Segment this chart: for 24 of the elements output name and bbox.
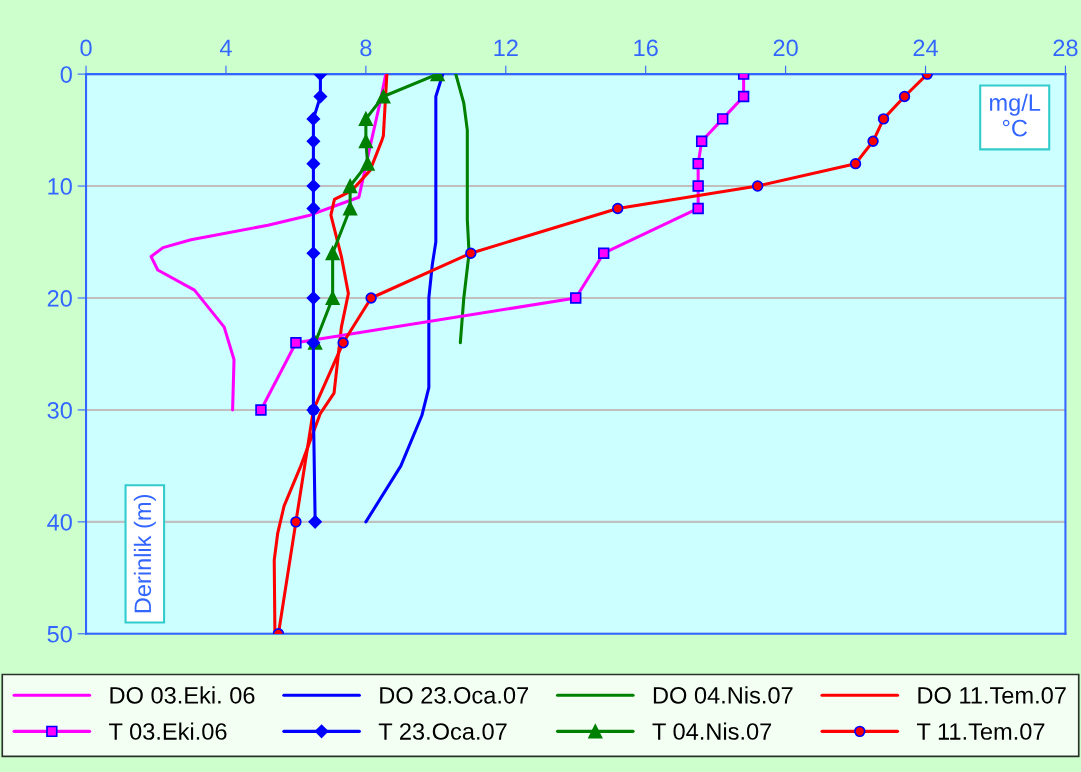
y-tick-label: 10 <box>48 178 72 195</box>
legend-label: T 11.Tem.07 <box>916 723 1045 740</box>
y-axis-title: Derinlik (m) <box>133 495 156 613</box>
x-axis-title: mg/L °C <box>990 93 1041 137</box>
legend-label: T 04.Nis.07 <box>652 722 772 740</box>
x-tick-label: 12 <box>494 39 518 57</box>
legend-label: DO 23.Oca.07 <box>380 686 529 704</box>
legend-label: T 03.Eki.06 <box>109 722 227 740</box>
x-tick-label: 8 <box>360 39 372 57</box>
y-tick-label: 40 <box>47 513 72 531</box>
x-tick-label: 20 <box>773 39 798 57</box>
y-tick-label: 0 <box>60 66 72 83</box>
legend-label: DO 11.Tem.07 <box>918 686 1066 704</box>
legend-label: T 23.Oca.07 <box>378 723 507 740</box>
x-tick-label: 16 <box>634 39 658 57</box>
y-tick-label: 20 <box>47 290 72 307</box>
x-tick-label: 28 <box>1053 39 1078 57</box>
x-tick-label: 24 <box>913 39 938 57</box>
legend-label: DO 03.Eki. 06 <box>110 686 255 704</box>
legend-label: DO 04.Nis.07 <box>653 686 793 704</box>
y-tick-label: 30 <box>47 402 72 419</box>
x-tick-label: 0 <box>80 39 92 57</box>
x-tick-label: 4 <box>219 39 232 57</box>
y-tick-label: 50 <box>47 625 72 643</box>
